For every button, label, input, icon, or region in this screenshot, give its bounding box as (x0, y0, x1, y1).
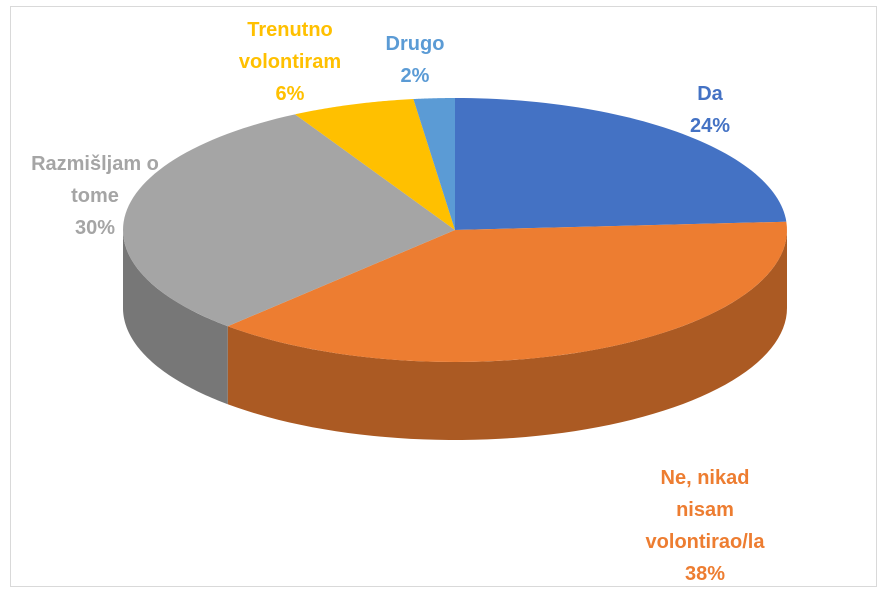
data-label: Razmišljam o tome 30% (10, 148, 180, 244)
slice (455, 98, 787, 230)
data-label: Da 24% (640, 78, 780, 142)
slice (123, 114, 455, 327)
category-label: Drugo (385, 33, 445, 55)
slice-side (123, 230, 228, 405)
value-label: 24% (689, 115, 731, 137)
data-label: Drugo 2% (365, 28, 465, 92)
value-label: 6% (275, 83, 305, 105)
slice (413, 98, 455, 230)
slice-side (227, 230, 788, 440)
category-label: Da (697, 83, 723, 105)
category-label: Razmišljam o tome (31, 153, 159, 207)
value-label: 2% (400, 65, 430, 87)
slice (295, 99, 455, 230)
data-label: Trenutno volontiram 6% (230, 14, 350, 110)
data-label: Ne, nikad nisam volontirao/la 38% (630, 462, 780, 590)
category-label: Trenutno volontiram (238, 19, 342, 73)
category-label: Ne, nikad nisam volontirao/la (645, 467, 765, 553)
slice (227, 221, 787, 362)
value-label: 30% (74, 217, 116, 239)
value-label: 38% (684, 563, 726, 585)
